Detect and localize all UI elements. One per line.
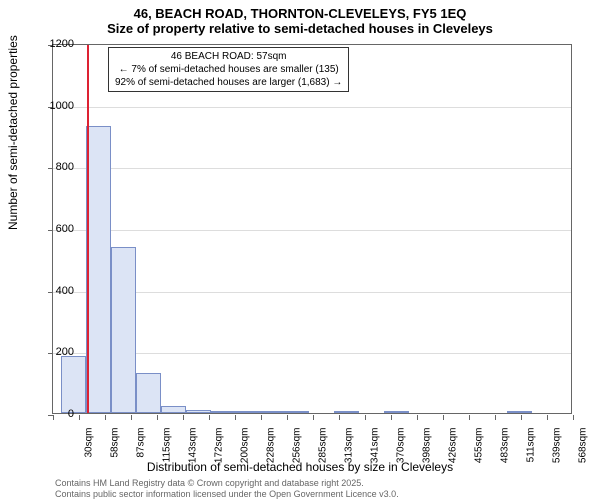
histogram-bar: [259, 411, 284, 413]
x-tick: [235, 415, 236, 420]
y-tick: [48, 168, 53, 169]
histogram-bar: [186, 410, 211, 413]
y-tick: [48, 230, 53, 231]
y-tick: [48, 353, 53, 354]
x-tick: [365, 415, 366, 420]
x-tick-label: 313sqm: [344, 428, 355, 468]
annotation-box: 46 BEACH ROAD: 57sqm← 7% of semi-detache…: [108, 47, 349, 92]
x-tick: [209, 415, 210, 420]
gridline: [53, 168, 571, 169]
x-tick-label: 455sqm: [474, 428, 485, 468]
x-tick-label: 483sqm: [500, 428, 511, 468]
y-tick-label: 400: [56, 285, 74, 297]
footer-line2: Contains public sector information licen…: [55, 489, 399, 500]
y-axis-label: Number of semi-detached properties: [6, 35, 20, 230]
x-tick-label: 200sqm: [240, 428, 251, 468]
annotation-line: 46 BEACH ROAD: 57sqm: [115, 50, 342, 63]
x-tick: [495, 415, 496, 420]
chart-subtitle: Size of property relative to semi-detach…: [0, 21, 600, 36]
title-block: 46, BEACH ROAD, THORNTON-CLEVELEYS, FY5 …: [0, 0, 600, 36]
x-tick: [313, 415, 314, 420]
x-tick-label: 370sqm: [396, 428, 407, 468]
x-tick: [105, 415, 106, 420]
x-tick: [157, 415, 158, 420]
x-tick-label: 143sqm: [188, 428, 199, 468]
histogram-bar: [210, 411, 235, 413]
x-tick: [339, 415, 340, 420]
x-tick: [443, 415, 444, 420]
y-tick-label: 200: [56, 346, 74, 358]
x-tick-label: 256sqm: [292, 428, 303, 468]
y-tick-label: 1200: [50, 38, 74, 50]
x-tick: [417, 415, 418, 420]
plot-region: [52, 44, 572, 414]
histogram-bar: [507, 411, 532, 413]
annotation-line: ← 7% of semi-detached houses are smaller…: [115, 63, 342, 76]
x-tick: [573, 415, 574, 420]
histogram-bar: [61, 356, 86, 413]
x-tick-label: 426sqm: [448, 428, 459, 468]
histogram-bar: [161, 406, 186, 413]
x-tick: [53, 415, 54, 420]
x-tick: [521, 415, 522, 420]
x-tick: [131, 415, 132, 420]
chart-title: 46, BEACH ROAD, THORNTON-CLEVELEYS, FY5 …: [0, 6, 600, 21]
x-tick-label: 568sqm: [578, 428, 589, 468]
footer-line1: Contains HM Land Registry data © Crown c…: [55, 478, 399, 489]
histogram-bar: [136, 373, 161, 413]
gridline: [53, 230, 571, 231]
gridline: [53, 107, 571, 108]
x-tick-label: 539sqm: [552, 428, 563, 468]
x-tick: [79, 415, 80, 420]
annotation-line: 92% of semi-detached houses are larger (…: [115, 76, 342, 89]
x-tick-label: 172sqm: [214, 428, 225, 468]
x-tick-label: 115sqm: [162, 428, 173, 468]
x-tick-label: 511sqm: [526, 428, 537, 468]
x-tick-label: 341sqm: [370, 428, 381, 468]
x-tick-label: 285sqm: [318, 428, 329, 468]
attribution-footer: Contains HM Land Registry data © Crown c…: [55, 478, 399, 500]
histogram-bar: [86, 126, 111, 413]
x-tick-label: 30sqm: [84, 428, 95, 468]
histogram-bar: [111, 247, 136, 414]
x-tick-label: 398sqm: [422, 428, 433, 468]
x-tick-label: 58sqm: [110, 428, 121, 468]
y-tick-label: 800: [56, 161, 74, 173]
x-tick: [469, 415, 470, 420]
property-marker-line: [87, 45, 89, 413]
histogram-bar: [334, 411, 359, 413]
chart-area: 46 BEACH ROAD: 57sqm← 7% of semi-detache…: [52, 44, 572, 414]
x-tick: [391, 415, 392, 420]
x-tick: [547, 415, 548, 420]
x-tick: [261, 415, 262, 420]
x-tick: [287, 415, 288, 420]
y-tick-label: 1000: [50, 100, 74, 112]
histogram-bar: [235, 411, 260, 413]
y-tick-label: 0: [68, 408, 74, 420]
y-tick-label: 600: [56, 223, 74, 235]
chart-container: 46, BEACH ROAD, THORNTON-CLEVELEYS, FY5 …: [0, 0, 600, 500]
x-tick-label: 228sqm: [266, 428, 277, 468]
y-tick: [48, 292, 53, 293]
x-tick: [183, 415, 184, 420]
x-tick-label: 87sqm: [136, 428, 147, 468]
histogram-bar: [384, 411, 409, 413]
histogram-bar: [284, 411, 309, 413]
